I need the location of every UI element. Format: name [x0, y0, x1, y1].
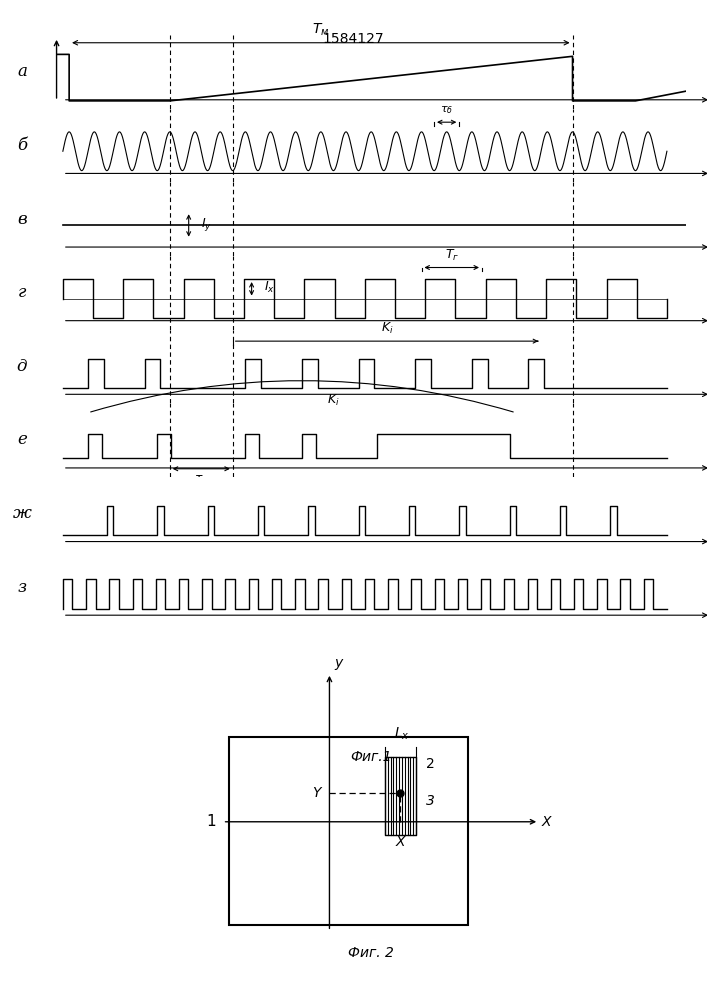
Text: 1: 1 [206, 814, 216, 829]
Text: $T_г$: $T_г$ [445, 248, 459, 263]
Text: Y: Y [312, 786, 320, 800]
Text: б: б [17, 137, 27, 154]
Text: з: з [18, 579, 27, 596]
Text: y: y [334, 656, 343, 670]
Text: в: в [17, 211, 27, 228]
Text: X: X [396, 835, 405, 849]
Text: $T_м$: $T_м$ [312, 22, 329, 38]
Text: 2: 2 [426, 757, 435, 771]
Text: $τ_с$: $τ_с$ [194, 474, 209, 487]
Text: 1584127: 1584127 [322, 32, 385, 46]
Text: $τ_б$: $τ_б$ [440, 105, 453, 116]
Text: 3: 3 [426, 794, 436, 808]
Text: а: а [17, 63, 27, 80]
Text: $L_x$: $L_x$ [394, 725, 409, 742]
Text: ж: ж [13, 505, 31, 522]
Text: $I_у$: $I_у$ [201, 216, 212, 233]
Text: Фиг.1: Фиг.1 [351, 750, 392, 764]
Text: $K_i$: $K_i$ [327, 393, 340, 408]
Text: е: е [17, 431, 27, 448]
Bar [385, 757, 416, 835]
Text: Фиг. 2: Фиг. 2 [349, 946, 394, 960]
Text: X: X [542, 815, 551, 829]
Text: г: г [18, 284, 26, 301]
Bar [229, 737, 468, 925]
Text: $K_i$: $K_i$ [380, 321, 393, 336]
Text: д: д [17, 358, 27, 375]
Text: $I_х$: $I_х$ [264, 280, 275, 295]
